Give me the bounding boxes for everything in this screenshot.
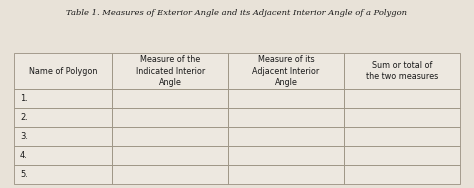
Bar	[344, 108, 460, 127]
Bar	[14, 146, 112, 165]
Bar	[228, 108, 344, 127]
Text: 3.: 3.	[20, 132, 28, 141]
Text: 2.: 2.	[20, 113, 28, 122]
Bar	[14, 165, 112, 184]
Bar	[228, 53, 344, 89]
Text: Measure of the
Indicated Interior
Angle: Measure of the Indicated Interior Angle	[136, 55, 205, 87]
Bar	[112, 146, 228, 165]
Bar	[344, 127, 460, 146]
Bar	[112, 127, 228, 146]
Bar	[14, 53, 112, 89]
Bar	[14, 89, 112, 108]
Text: 1.: 1.	[20, 94, 28, 103]
Bar	[14, 108, 112, 127]
Bar	[228, 165, 344, 184]
Bar	[112, 53, 228, 89]
Bar	[344, 53, 460, 89]
Bar	[344, 89, 460, 108]
Bar	[228, 89, 344, 108]
Bar	[344, 165, 460, 184]
Bar	[228, 146, 344, 165]
Bar	[112, 89, 228, 108]
Bar	[14, 127, 112, 146]
Text: Name of Polygon: Name of Polygon	[29, 67, 98, 76]
Text: Measure of its
Adjacent Interior
Angle: Measure of its Adjacent Interior Angle	[252, 55, 319, 87]
Text: 5.: 5.	[20, 170, 28, 179]
Text: 4.: 4.	[20, 151, 28, 160]
Text: Table 1. Measures of Exterior Angle and its Adjacent Interior Angle of a Polygon: Table 1. Measures of Exterior Angle and …	[66, 9, 408, 17]
Bar	[112, 108, 228, 127]
Text: Sum or total of
the two measures: Sum or total of the two measures	[366, 61, 438, 81]
Bar	[228, 127, 344, 146]
Bar	[344, 146, 460, 165]
Bar	[112, 165, 228, 184]
